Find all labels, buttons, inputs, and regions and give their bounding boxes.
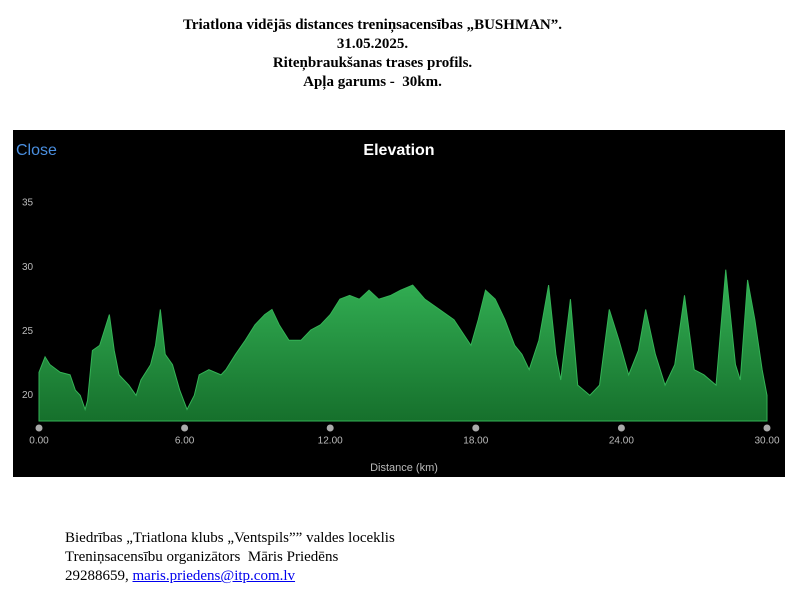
y-tick-label: 35 bbox=[22, 198, 34, 209]
footer-line: Biedrības „Triatlona klubs „Ventspils”” … bbox=[65, 530, 395, 546]
x-tick-label: 18.00 bbox=[463, 436, 488, 447]
x-tick-dot bbox=[181, 424, 189, 432]
y-tick-label: 20 bbox=[22, 390, 34, 401]
x-tick-label: 30.00 bbox=[754, 436, 779, 447]
x-tick-dot bbox=[617, 424, 625, 432]
y-tick-label: 25 bbox=[22, 326, 34, 337]
x-tick-dot bbox=[35, 424, 43, 432]
x-tick-dot bbox=[763, 424, 771, 432]
header-line: Apļa garums - 30km. bbox=[303, 74, 442, 90]
close-button[interactable]: Close bbox=[16, 142, 57, 159]
elevation-area bbox=[38, 269, 768, 422]
x-tick-dot bbox=[472, 424, 480, 432]
header-line: Triatlona vidējās distances treniņsacens… bbox=[182, 17, 563, 33]
email-link[interactable]: maris.priedens@itp.com.lv bbox=[132, 568, 296, 584]
x-tick-label: 24.00 bbox=[609, 436, 634, 447]
x-tick-dot bbox=[326, 424, 334, 432]
footer-contact: 29288659, maris.priedens@itp.com.lv bbox=[65, 568, 295, 585]
x-tick-label: 12.00 bbox=[318, 436, 343, 447]
x-tick-label: 0.00 bbox=[29, 436, 49, 447]
header-line: Riteņbraukšanas trases profils. bbox=[272, 55, 473, 71]
y-tick-label: 30 bbox=[22, 262, 34, 273]
footer-line: Treniņsacensību organizātors Māris Pried… bbox=[65, 549, 339, 565]
elevation-chart: Close Elevation Distance (km) 20 25 30 35 0.… bbox=[13, 130, 785, 477]
x-axis-label: Distance (km) bbox=[370, 462, 438, 474]
phone: 29288659, bbox=[65, 568, 129, 584]
header-line: 31.05.2025. bbox=[336, 36, 409, 52]
chart-title: Elevation bbox=[363, 142, 434, 159]
x-tick-label: 6.00 bbox=[175, 436, 195, 447]
